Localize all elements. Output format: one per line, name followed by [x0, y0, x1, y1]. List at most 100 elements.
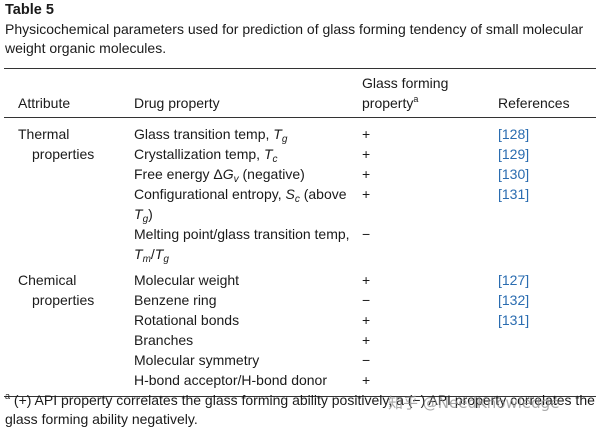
text: + — [362, 166, 371, 182]
text: Molecular symmetry — [134, 352, 260, 368]
text-segment: G — [222, 166, 234, 182]
text-segment: Free energy Δ — [134, 166, 223, 182]
text-segment: a — [5, 391, 11, 401]
column-header: References — [498, 69, 596, 118]
reference-link[interactable]: [132] — [498, 292, 530, 308]
property-cell: Crystallization temp, Tc — [134, 144, 362, 165]
table-row: Branches + — [4, 330, 596, 350]
header-row: Attribute Drug property Glass forming prop… — [4, 68, 596, 118]
table-row: Free energy ΔGv (negative) + [130] — [4, 164, 596, 185]
text: H-bond acceptor/H-bond donor — [134, 372, 328, 388]
watermark: 知乎 @NeedKnowledge — [388, 394, 560, 412]
text: + — [362, 146, 371, 162]
table-row: Thermal properties Glass transition temp,… — [4, 118, 596, 162]
effect-cell: + — [362, 330, 498, 350]
text-segment: T — [134, 246, 143, 262]
text-segment: Configurational entropy, — [134, 186, 286, 202]
text-segment: (negative) — [238, 166, 305, 182]
text: Rotational bonds — [134, 312, 240, 328]
property-cell: Configurational entropy, Sc (above Tg) — [134, 184, 362, 225]
reference-cell: [130] — [498, 164, 596, 184]
reference-link[interactable]: [131] — [498, 312, 530, 328]
text-segment: g — [281, 134, 288, 145]
attribute-cell: Thermal properties — [4, 118, 134, 265]
text: Attribute — [18, 95, 71, 111]
reference-cell: [129] — [498, 144, 596, 164]
column-header: Drug property — [134, 69, 362, 118]
property-cell: H-bond acceptor/H-bond donor — [134, 370, 362, 397]
property-cell: Molecular weight — [134, 264, 362, 290]
text-segment: v — [233, 174, 239, 185]
property-cell: Benzene ring — [134, 290, 362, 310]
text-segment: (+) API property correlates the glass fo… — [5, 392, 595, 427]
text-segment: T — [273, 126, 282, 142]
table: Attribute Drug property Glass forming prop… — [4, 68, 596, 397]
table-row: Chemical properties Molecular weight + [127… — [4, 264, 596, 308]
text-segment: a — [413, 94, 419, 104]
text: Drug property — [134, 95, 220, 111]
reference-link[interactable]: [130] — [498, 166, 530, 182]
reference-cell — [498, 224, 596, 264]
text: + — [362, 372, 371, 388]
table-row: Rotational bonds + [131] — [4, 310, 596, 330]
text-segment: / — [150, 246, 155, 262]
text-segment: c — [272, 154, 278, 165]
reference-cell: [131] — [498, 310, 596, 330]
text-segment: m — [142, 254, 151, 265]
property-cell: Melting point/glass transition temp, Tm/… — [134, 224, 362, 265]
text: − — [362, 352, 371, 368]
effect-cell: + — [362, 264, 498, 290]
effect-cell: + — [362, 144, 498, 164]
text: + — [362, 126, 371, 142]
text: + — [362, 312, 371, 328]
effect-cell: + — [362, 310, 498, 330]
text-segment: T — [154, 246, 164, 262]
effect-cell: − — [362, 224, 498, 264]
table-row: Molecular symmetry − — [4, 350, 596, 370]
table-row: Crystallization temp, Tc + [129] — [4, 144, 596, 165]
text: Benzene ring — [134, 292, 217, 308]
text-segment: (above — [299, 186, 347, 202]
text: References — [498, 95, 570, 111]
text-segment: ) — [148, 206, 153, 222]
text-segment: S — [285, 186, 295, 202]
property-cell: Glass transition temp, Tg — [134, 118, 362, 145]
attribute-cell: Chemical properties — [4, 264, 134, 397]
effect-cell: − — [362, 350, 498, 370]
column-header: Glass forming propertya — [362, 69, 498, 118]
reference-link[interactable]: [131] — [498, 186, 530, 202]
table-row: Configurational entropy, Sc (above Tg) + [… — [4, 184, 596, 225]
text-segment: T — [263, 146, 273, 162]
effect-cell: − — [362, 290, 498, 310]
reference-link[interactable]: [127] — [498, 272, 530, 288]
property-cell: Molecular symmetry — [134, 350, 362, 370]
text: − — [362, 226, 371, 242]
text-segment: Glass forming property — [362, 75, 449, 111]
effect-cell: + — [362, 118, 498, 145]
property-cell: Rotational bonds — [134, 310, 362, 330]
reference-link[interactable]: [129] — [498, 146, 530, 162]
effect-cell: + — [362, 370, 498, 397]
effect-cell: + — [362, 184, 498, 224]
table-body: Thermal properties Glass transition temp,… — [4, 118, 596, 397]
reference-cell — [498, 330, 596, 350]
table-row: H-bond acceptor/H-bond donor + — [4, 370, 596, 397]
text: + — [362, 186, 371, 202]
text-segment: Melting point/glass transition temp, — [134, 226, 350, 242]
text-segment: g — [163, 254, 169, 265]
reference-link[interactable]: [128] — [498, 126, 530, 142]
text-segment: Crystallization temp, — [134, 146, 264, 162]
attribute: Chemical properties — [18, 272, 95, 308]
effect-cell: + — [362, 164, 498, 184]
reference-cell: [128] — [498, 118, 596, 145]
table-title: Table 5 — [5, 2, 54, 18]
footnote: a (+) API property correlates the glass … — [5, 391, 595, 429]
text-segment: c — [294, 194, 300, 205]
table-row: Benzene ring − [132] — [4, 290, 596, 310]
text-segment: g — [142, 214, 149, 225]
reference-cell — [498, 350, 596, 370]
table-caption: Physicochemical parameters used for pred… — [5, 21, 584, 56]
text: − — [362, 292, 371, 308]
